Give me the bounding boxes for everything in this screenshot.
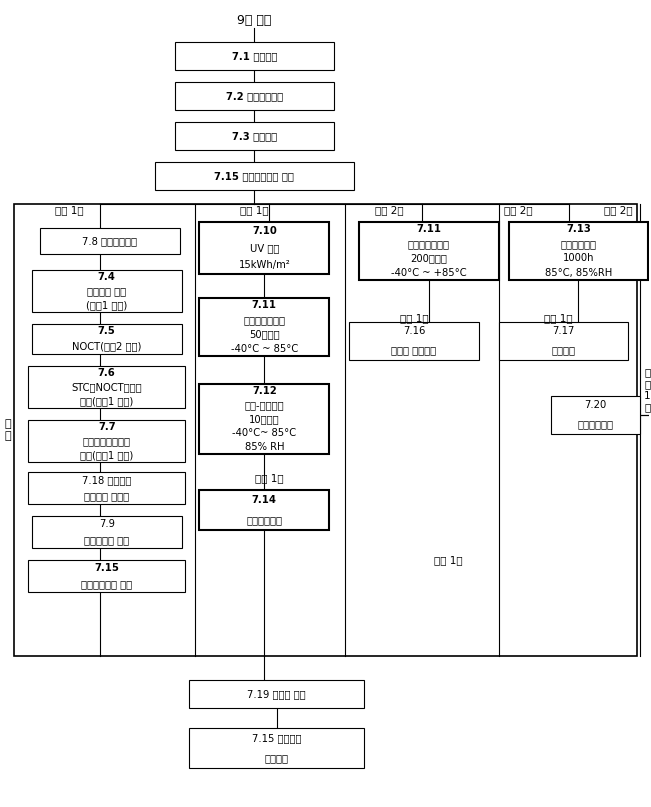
Text: 제
어: 제 어 — [5, 419, 11, 441]
Text: 9개 모듈: 9개 모듈 — [237, 14, 271, 27]
Bar — [349, 322, 478, 360]
Text: STC및NOCT에서의: STC및NOCT에서의 — [72, 382, 142, 392]
Text: 7.4: 7.4 — [98, 272, 116, 282]
Bar — [551, 396, 641, 434]
Text: (비고1 참조): (비고1 참조) — [86, 300, 128, 310]
Bar — [508, 222, 648, 280]
Text: 7.20: 7.20 — [584, 400, 607, 411]
Text: 고온고습시험: 고온고습시험 — [561, 239, 596, 249]
Text: 7.13: 7.13 — [566, 224, 591, 234]
Text: 염수분무시험: 염수분무시험 — [577, 420, 613, 429]
Text: 85% RH: 85% RH — [245, 442, 284, 452]
Text: 성능(비고1 참조): 성능(비고1 참조) — [80, 450, 133, 460]
Text: UV 시험: UV 시험 — [249, 243, 279, 253]
Text: 200사이클: 200사이클 — [410, 253, 447, 263]
Text: 다이오드 열시험: 다이오드 열시험 — [84, 491, 130, 501]
Text: 우박시험: 우박시험 — [551, 345, 575, 356]
Text: 15kWh/m²: 15kWh/m² — [238, 261, 290, 270]
Text: 7.7: 7.7 — [98, 422, 115, 432]
Text: 온도사이클시험: 온도사이클시험 — [408, 239, 450, 249]
Text: 7.6: 7.6 — [98, 368, 116, 378]
Text: 7.2 발전성능시험: 7.2 발전성능시험 — [226, 91, 283, 101]
Text: 7.15 습윤노설: 7.15 습윤노설 — [252, 733, 301, 743]
Bar — [28, 366, 186, 408]
Text: 열점내구성 시험: 열점내구성 시험 — [84, 535, 130, 545]
Text: 모듈 1개: 모듈 1개 — [434, 555, 463, 565]
Text: 7.3 절연시험: 7.3 절연시험 — [232, 131, 277, 141]
Text: 10사이클: 10사이클 — [249, 414, 279, 424]
Bar — [189, 680, 364, 708]
Text: 7.16: 7.16 — [403, 327, 425, 337]
Text: 7.14: 7.14 — [252, 495, 277, 505]
Text: 7.18 바이패스: 7.18 바이패스 — [82, 475, 132, 485]
Bar — [32, 516, 182, 548]
Bar — [199, 384, 329, 454]
Text: 7.11: 7.11 — [252, 300, 277, 310]
Text: 7.15 습윤누설전류 시험: 7.15 습윤누설전류 시험 — [214, 171, 294, 181]
Text: 모듈 1개: 모듈 1개 — [240, 205, 269, 215]
Bar — [174, 122, 334, 150]
Text: 온도사이클시험: 온도사이클시험 — [243, 315, 285, 324]
Text: -40°C ~ 85°C: -40°C ~ 85°C — [230, 344, 298, 353]
Bar — [199, 298, 329, 356]
Text: 7.8 옥외노출시험: 7.8 옥외노출시험 — [82, 236, 137, 246]
Bar — [28, 472, 186, 504]
Bar — [174, 42, 334, 70]
Bar — [174, 82, 334, 110]
Text: 85°C, 85%RH: 85°C, 85%RH — [545, 268, 612, 278]
Text: 단자강도시험: 단자강도시험 — [246, 515, 283, 525]
Text: 습도-동결시험: 습도-동결시험 — [245, 400, 284, 410]
Text: -40°C~ 85°C: -40°C~ 85°C — [232, 428, 296, 438]
Text: 온도계수 측정: 온도계수 측정 — [87, 286, 126, 296]
Text: 7.15: 7.15 — [94, 563, 119, 573]
Text: -40°C ~ +85°C: -40°C ~ +85°C — [391, 268, 467, 278]
Text: 7.9: 7.9 — [99, 519, 115, 529]
Bar — [499, 322, 628, 360]
Bar — [189, 728, 364, 768]
Text: 습윤누설전류 시험: 습윤누설전류 시험 — [81, 579, 132, 589]
Text: 50사이클: 50사이클 — [249, 329, 279, 339]
Bar — [28, 560, 186, 592]
Text: 모듈 1개: 모듈 1개 — [255, 473, 284, 483]
Bar — [199, 222, 329, 274]
Bar — [28, 420, 186, 462]
Bar — [359, 222, 499, 280]
Text: 모듈 2개: 모듈 2개 — [374, 205, 403, 215]
Bar — [32, 324, 182, 354]
Text: 7.19 광조사 시험: 7.19 광조사 시험 — [247, 689, 306, 699]
Text: 모듈 1개: 모듈 1개 — [55, 205, 84, 215]
Text: 7.12: 7.12 — [252, 386, 277, 396]
Bar — [14, 204, 637, 656]
Text: NOCT(비고2 참조): NOCT(비고2 참조) — [72, 341, 141, 352]
Text: 모
듈
1
개: 모 듈 1 개 — [644, 368, 650, 412]
Bar — [32, 270, 182, 312]
Text: 7.1 외관검사: 7.1 외관검사 — [232, 51, 277, 61]
Text: 모듈 2개: 모듈 2개 — [604, 205, 633, 215]
Text: 전류시험: 전류시험 — [265, 753, 289, 763]
Text: 모듈 2개: 모듈 2개 — [505, 205, 533, 215]
Text: 7.10: 7.10 — [252, 226, 277, 236]
Text: 모듈 1개: 모듈 1개 — [544, 313, 573, 323]
Text: 7.11: 7.11 — [417, 224, 441, 234]
Text: 7.17: 7.17 — [552, 327, 575, 337]
Bar — [154, 162, 354, 190]
Text: 1000h: 1000h — [562, 253, 594, 263]
Bar — [40, 228, 180, 254]
Bar — [199, 490, 329, 530]
Text: 저방사조도에서의: 저방사조도에서의 — [83, 436, 131, 446]
Text: 모듈 1개: 모듈 1개 — [400, 313, 428, 323]
Text: 기계적 하중시험: 기계적 하중시험 — [391, 345, 436, 356]
Text: 7.5: 7.5 — [98, 327, 116, 337]
Text: 성능(비고1 참조): 성능(비고1 참조) — [80, 396, 133, 406]
